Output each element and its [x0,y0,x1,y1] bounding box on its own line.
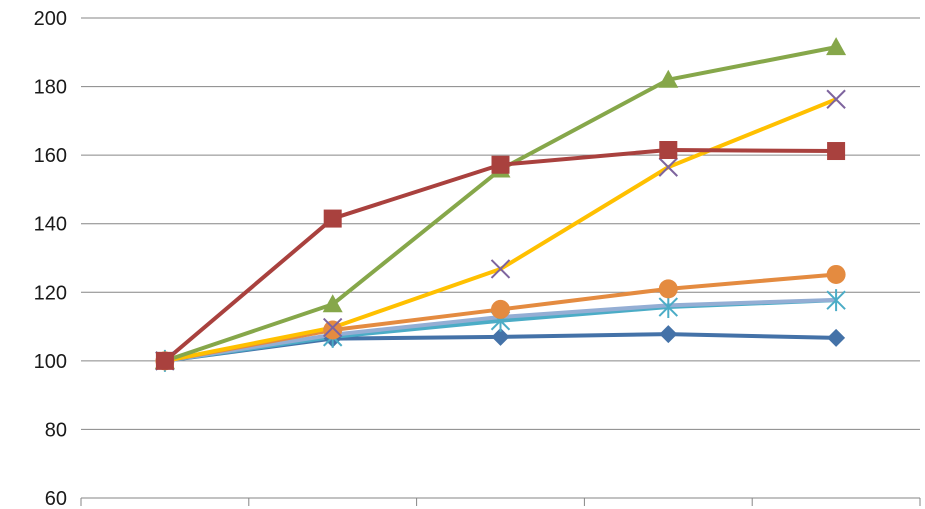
marker-series-2-point-1 [155,351,174,370]
marker-series-6-point-3 [491,299,510,319]
marker-series-4-point-5 [826,89,846,109]
y-tick-label-100: 100 [34,351,67,373]
marker-series-2-point-4 [659,141,678,159]
y-tick-label-80: 80 [45,419,67,441]
marker-series-5-point-5 [826,289,846,312]
marker-series-1-point-4 [659,325,678,344]
y-tick-label-200: 200 [34,8,67,30]
marker-series-6-point-2 [323,320,343,340]
y-tick-label-60: 60 [45,488,67,509]
y-tick-label-120: 120 [34,282,67,304]
marker-series-6-point-4 [658,279,678,299]
marker-series-3-point-2 [322,294,343,313]
marker-series-1-point-3 [491,327,510,346]
marker-series-1-point-5 [827,328,846,347]
marker-series-3-point-4 [658,69,679,88]
marker-series-5-point-4 [658,296,679,319]
marker-series-2-point-3 [491,155,510,174]
marker-series-4-point-2 [322,317,343,338]
marker-series-3-point-5 [826,37,847,56]
marker-series-2-point-2 [323,209,342,228]
marker-series-4-point-4 [658,157,679,177]
marker-series-6-point-5 [826,264,846,284]
y-tick-label-140: 140 [34,214,67,236]
y-tick-label-180: 180 [34,77,67,99]
marker-series-2-point-5 [827,142,846,161]
marker-series-4-point-3 [490,259,511,279]
y-tick-label-160: 160 [34,145,67,167]
